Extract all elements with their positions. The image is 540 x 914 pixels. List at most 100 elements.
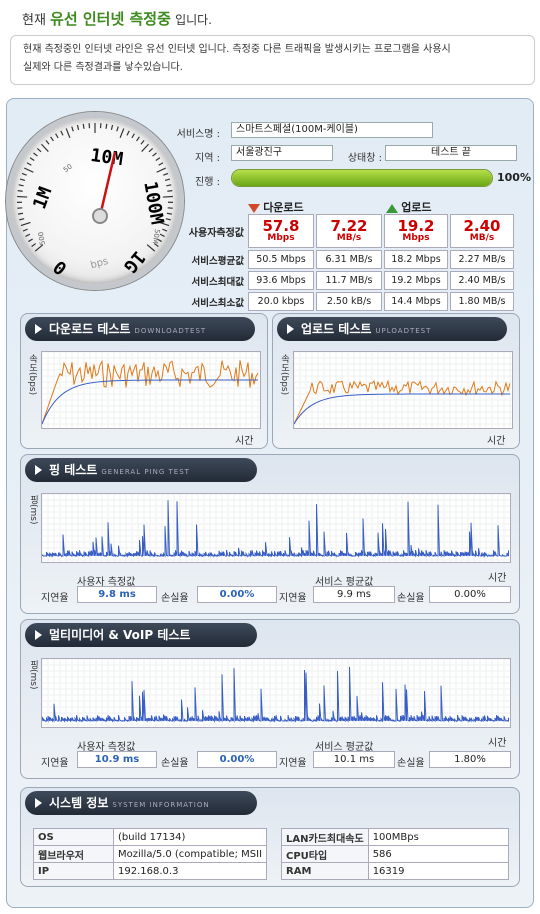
upload-panel: 업로드 테스트 UPLOADTEST 속도(bps) 시간 bbox=[272, 313, 520, 449]
gauge-tick bbox=[22, 228, 28, 232]
description-line: 현재 측정중인 인터넷 라인은 유선 인터넷 입니다. 측정중 다른 트래픽을 … bbox=[23, 44, 451, 55]
gauge-needle bbox=[98, 151, 117, 217]
gauge-tick bbox=[164, 178, 171, 182]
voip-user-caption: 사용자 측정값 bbox=[77, 742, 136, 753]
gauge-tick bbox=[131, 133, 135, 139]
gauge-tick bbox=[163, 172, 169, 176]
gauge-tick bbox=[162, 228, 168, 232]
upload-ylabel: 속도(bps) bbox=[279, 354, 289, 396]
arrow-icon bbox=[35, 798, 42, 808]
gauge-label-50m: 50M bbox=[151, 228, 161, 244]
system-table-left: OS (build 17134) 웹브라우저 Mozilla/5.0 (compat… bbox=[33, 828, 268, 880]
arrow-icon bbox=[35, 630, 42, 640]
gauge-tick bbox=[33, 152, 38, 157]
gauge-tick bbox=[21, 172, 27, 176]
stats-table: 사용자측정값 57.8 Mbps 7.22 MB/s 19.2 Mbps 2.40 MB… bbox=[182, 212, 516, 313]
gauge-tick bbox=[155, 157, 161, 162]
loss-label: 손실율 bbox=[397, 593, 425, 604]
user-label: 사용자측정값 bbox=[188, 227, 244, 239]
gauge-tick bbox=[119, 128, 125, 139]
browser-value: Mozilla/5.0 (compatible; MSII bbox=[112, 845, 268, 863]
ping-svc-loss: 0.00% bbox=[429, 586, 511, 603]
gauge-tick bbox=[25, 233, 31, 237]
gauge-tick bbox=[140, 140, 145, 145]
gauge-tick bbox=[146, 244, 156, 252]
gauge-tick bbox=[165, 218, 171, 221]
gauge-tick bbox=[110, 124, 114, 131]
gauge-tick bbox=[20, 221, 31, 227]
gauge-tick bbox=[45, 140, 50, 145]
arrow-icon bbox=[35, 465, 42, 475]
ram-value: 16319 bbox=[367, 862, 509, 880]
gauge-tick bbox=[71, 126, 74, 132]
latency-label: 지연율 bbox=[41, 593, 69, 604]
stats-row-min: 서비스최소값 20.0 kbps 2.50 kB/s 14.4 Mbps 1.80 M… bbox=[184, 292, 514, 311]
upload-panel-title: 업로드 테스트 UPLOADTEST bbox=[277, 317, 507, 341]
progress-fill bbox=[232, 170, 492, 186]
cpu-value: 586 bbox=[367, 845, 509, 863]
gauge-tick bbox=[136, 136, 140, 142]
gauge-tick bbox=[19, 178, 26, 182]
download-chart bbox=[41, 351, 261, 429]
gauge-label-500: 500 bbox=[37, 231, 47, 246]
upload-chart bbox=[293, 351, 513, 429]
voip-service-caption: 서비스 평균값 bbox=[315, 742, 374, 753]
upload-header: 업로드 bbox=[386, 199, 432, 215]
gauge-tick bbox=[36, 148, 42, 153]
up-arrow-icon bbox=[386, 203, 398, 213]
voip-svc-latency: 10.1 ms bbox=[313, 751, 395, 768]
gauge-tick bbox=[76, 124, 80, 131]
gauge-label-50: 50 bbox=[62, 163, 74, 175]
voip-panel: 멀티미디어 & VoIP 테스트 핑(ms) 시간 사용자 측정값 서비스 평균… bbox=[20, 619, 520, 779]
ping-panel-title: 핑 테스트 GENERAL PING TEST bbox=[25, 458, 257, 482]
system-panel: 시스템 정보 SYSTEM INFORMATION OS (build 17134)… bbox=[20, 787, 520, 887]
gauge-tick bbox=[166, 212, 172, 215]
gauge-tick bbox=[167, 189, 173, 192]
voip-user-loss: 0.00% bbox=[197, 751, 277, 768]
user-dl-mbps: 57.8 bbox=[262, 217, 300, 235]
gauge-hub bbox=[92, 208, 108, 224]
ping-ylabel: 핑(ms) bbox=[28, 495, 38, 525]
gauge-tick bbox=[148, 148, 154, 153]
gauge-tick bbox=[60, 130, 64, 136]
title-highlight: 유선 인터넷 측정중 bbox=[50, 10, 171, 28]
progress-bar bbox=[231, 169, 493, 187]
voip-user-latency: 10.9 ms bbox=[77, 751, 157, 768]
gauge-tick bbox=[105, 123, 108, 129]
arrow-icon bbox=[35, 324, 42, 334]
download-panel: 다운로드 테스트 DOWNLOADTEST 속도(bps) 시간 bbox=[20, 313, 268, 449]
gauge-tick bbox=[17, 189, 23, 192]
gauge-tick bbox=[17, 195, 28, 198]
ping-user-loss: 0.00% bbox=[197, 586, 277, 603]
progress-label: 진행 : bbox=[195, 177, 220, 188]
gauge-label-0: 0 bbox=[50, 256, 72, 279]
down-arrow-icon bbox=[248, 203, 260, 213]
gauge-tick bbox=[141, 143, 149, 152]
os-value: (build 17134) bbox=[112, 828, 268, 846]
gauge-tick bbox=[116, 126, 119, 132]
service-value: 스마트스페셜(100M-케이블) bbox=[231, 122, 433, 138]
gauge-tick bbox=[157, 238, 162, 243]
system-panel-title: 시스템 정보 SYSTEM INFORMATION bbox=[25, 791, 257, 815]
ping-svc-latency: 9.9 ms bbox=[313, 586, 395, 603]
stats-row-avg: 서비스평균값 50.5 Mbps 6.31 MB/s 18.2 Mbps 2.27 M… bbox=[184, 250, 514, 269]
gauge-tick bbox=[55, 133, 59, 139]
download-header: 다운로드 bbox=[248, 199, 304, 215]
loss-label: 손실율 bbox=[161, 758, 189, 769]
region-label: 지역 : bbox=[195, 153, 220, 164]
gauge-label-1m: 1M bbox=[29, 184, 56, 212]
gauge-tick bbox=[156, 167, 166, 173]
voip-svc-loss: 1.80% bbox=[429, 751, 511, 768]
gauge-tick bbox=[19, 218, 25, 221]
region-value: 서울광진구 bbox=[231, 145, 333, 161]
page-title: 현재 유선 인터넷 측정중 입니다. bbox=[22, 10, 212, 28]
ping-user-latency: 9.8 ms bbox=[77, 586, 157, 603]
loss-label: 손실율 bbox=[161, 593, 189, 604]
ping-user-caption: 사용자 측정값 bbox=[77, 577, 136, 588]
ip-value: 192.168.0.3 bbox=[112, 862, 268, 880]
ping-trace bbox=[41, 500, 509, 558]
latency-label: 지연율 bbox=[41, 758, 69, 769]
arrow-icon bbox=[287, 324, 294, 334]
description-box: 현재 측정중인 인터넷 라인은 유선 인터넷 입니다. 측정중 다른 트래픽을 … bbox=[10, 35, 535, 85]
gauge-tick bbox=[65, 128, 71, 139]
